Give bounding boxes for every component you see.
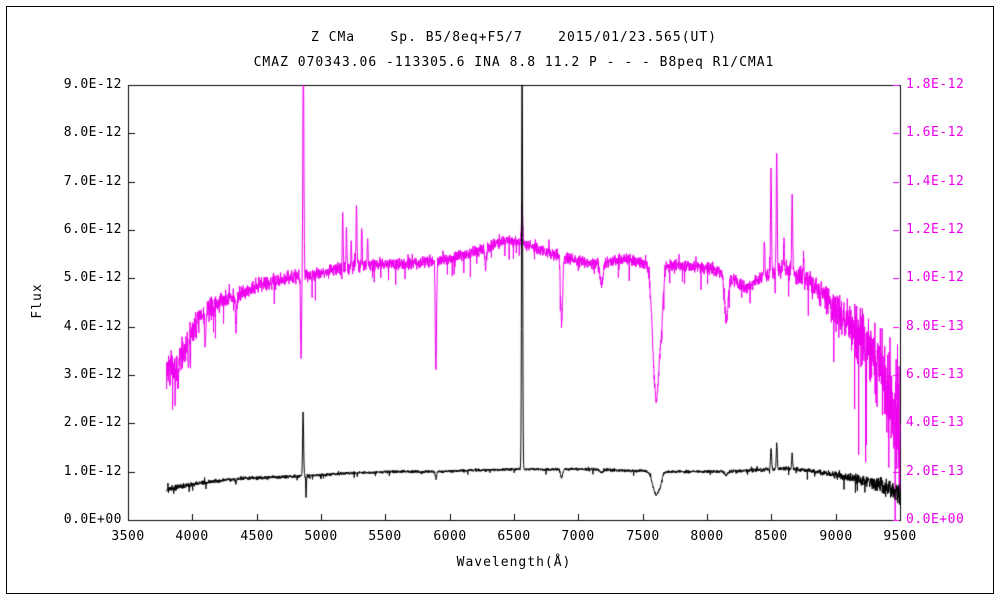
right-axis-tick-label: 8.0E-13 <box>906 319 965 334</box>
left-axis-tick-label: 4.0E-12 <box>63 319 122 334</box>
left-axis-tick-label: 9.0E-12 <box>63 77 122 92</box>
x-axis-label: Wavelength(Å) <box>456 555 572 570</box>
x-axis-tick-label: 5000 <box>304 529 338 544</box>
right-axis-tick-label: 1.8E-12 <box>906 77 965 92</box>
left-axis-tick-label: 5.0E-12 <box>63 270 122 285</box>
x-axis-tick-label: 7500 <box>626 529 660 544</box>
right-axis-tick-label: 1.0E-12 <box>906 270 965 285</box>
x-axis-tick-label: 4000 <box>175 529 209 544</box>
x-axis-tick-label: 5500 <box>368 529 402 544</box>
right-axis-tick-label: 0.0E+00 <box>906 512 965 527</box>
left-axis-tick-label: 6.0E-12 <box>63 222 122 237</box>
right-axis-tick-label: 4.0E-13 <box>906 415 965 430</box>
chart-subtitle: CMAZ 070343.06 -113305.6 INA 8.8 11.2 P … <box>253 55 775 70</box>
x-axis-tick-label: 4500 <box>240 529 274 544</box>
left-axis-tick-label: 7.0E-12 <box>63 174 122 189</box>
x-axis-tick-label: 6000 <box>433 529 467 544</box>
right-axis-tick-label: 1.2E-12 <box>906 222 965 237</box>
left-axis-tick-label: 8.0E-12 <box>63 125 122 140</box>
right-axis-tick-label: 2.0E-13 <box>906 464 965 479</box>
right-axis-tick-label: 1.6E-12 <box>906 125 965 140</box>
right-axis-tick-label: 1.4E-12 <box>906 174 965 189</box>
x-axis-tick-label: 8500 <box>754 529 788 544</box>
x-axis-tick-label: 3500 <box>111 529 145 544</box>
right-axis-tick-label: 6.0E-13 <box>906 367 965 382</box>
x-axis-tick-label: 9000 <box>819 529 853 544</box>
y-axis-label-text: Flux <box>29 283 45 319</box>
x-axis-tick-label: 7000 <box>561 529 595 544</box>
left-axis-tick-label: 2.0E-12 <box>63 415 122 430</box>
x-axis-tick-label: 9500 <box>883 529 917 544</box>
chart-title: Z CMa Sp. B5/8eq+F5/7 2015/01/23.565(UT) <box>310 30 718 45</box>
left-axis-tick-label: 1.0E-12 <box>63 464 122 479</box>
x-axis-tick-label: 6500 <box>497 529 531 544</box>
x-axis-tick-label: 8000 <box>690 529 724 544</box>
left-axis-tick-label: 3.0E-12 <box>63 367 122 382</box>
left-axis-tick-label: 0.0E+00 <box>63 512 122 527</box>
